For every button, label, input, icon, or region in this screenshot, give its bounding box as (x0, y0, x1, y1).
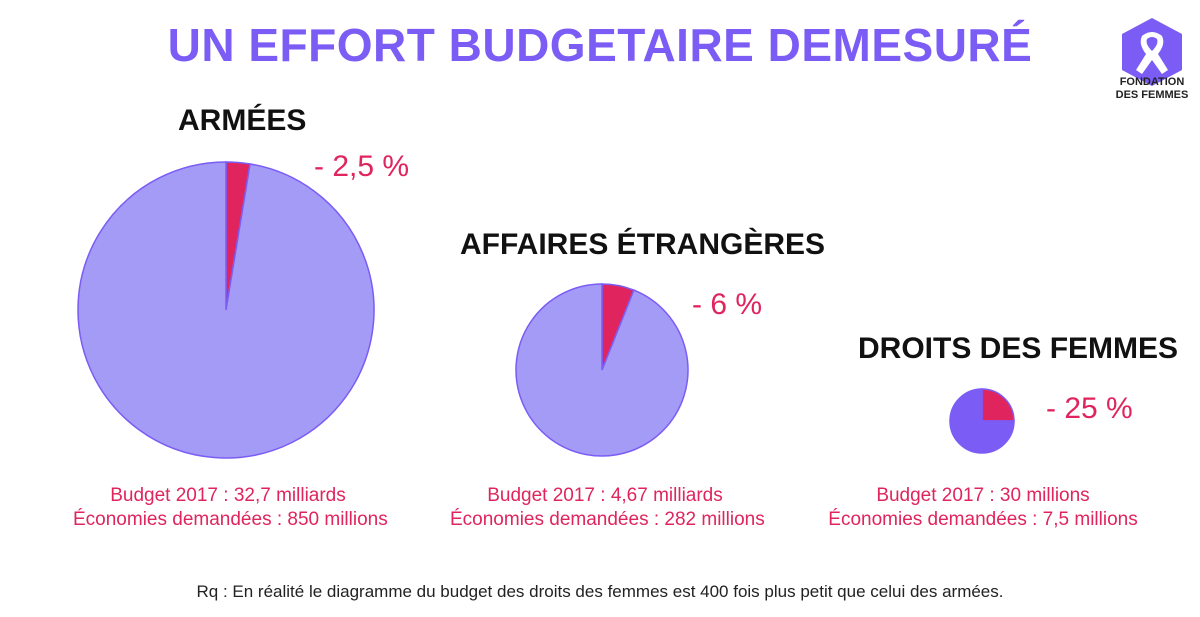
percent-label-armees: - 2,5 % (314, 150, 410, 183)
percent-label-affaires-etrangeres: - 6 % (692, 288, 763, 321)
chart-title-armees: ARMÉES (178, 104, 307, 137)
info-armees: Budget 2017 : 32,7 milliards Économies d… (73, 484, 388, 532)
savings-text-affaires-etrangeres: Économies demandées : 282 millions (450, 509, 765, 530)
logo-text-line1: FONDATION (1119, 76, 1185, 88)
logo-text-line2: DES FEMMES (1115, 89, 1189, 101)
pie-slice-budget (77, 161, 375, 459)
pie-slice-savings (981, 388, 1015, 422)
budget-text-droits-des-femmes: Budget 2017 : 30 millions (876, 485, 1090, 506)
pie-slice-budget (949, 388, 1015, 454)
budget-text-armees: Budget 2017 : 32,7 milliards (110, 485, 346, 506)
footnote: Rq : En réalité le diagramme du budget d… (196, 582, 1004, 601)
info-affaires-etrangeres: Budget 2017 : 4,67 milliards Économies d… (450, 484, 765, 532)
savings-text-armees: Économies demandées : 850 millions (73, 509, 388, 530)
pie-chart-droits-des-femmes (949, 388, 1015, 454)
fondation-des-femmes-logo-icon (1122, 18, 1182, 86)
info-droits-des-femmes: Budget 2017 : 30 millions Économies dema… (828, 484, 1138, 532)
chart-title-droits-des-femmes: DROITS DES FEMMES (858, 332, 1179, 365)
savings-text-droits-des-femmes: Économies demandées : 7,5 millions (828, 509, 1138, 530)
chart-title-affaires-etrangeres: AFFAIRES ÉTRANGÈRES (460, 228, 826, 261)
pie-chart-affaires-etrangeres (515, 283, 689, 457)
budget-text-affaires-etrangeres: Budget 2017 : 4,67 milliards (487, 485, 723, 506)
page-title: UN EFFORT BUDGETAIRE DEMESURÉ (167, 19, 1033, 71)
pie-chart-armees (77, 161, 375, 459)
pie-slice-budget (515, 283, 689, 457)
percent-label-droits-des-femmes: - 25 % (1046, 392, 1133, 425)
